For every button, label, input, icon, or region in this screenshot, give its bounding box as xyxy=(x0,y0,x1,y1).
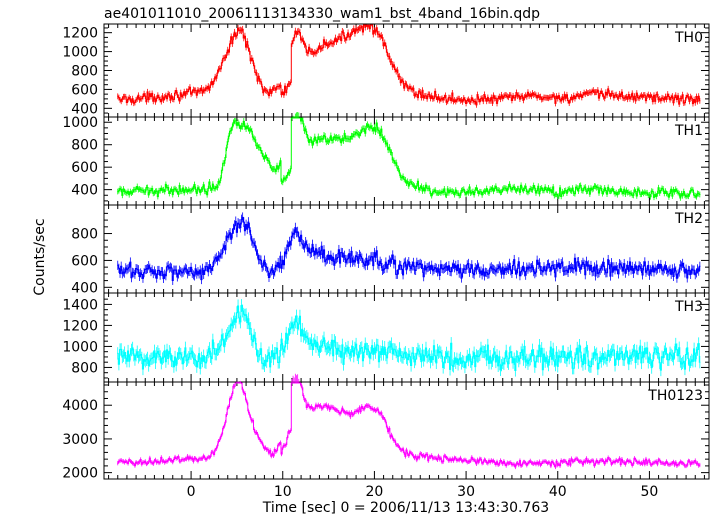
y-tick-label: 1000 xyxy=(62,45,98,61)
y-axis-label: Counts/sec xyxy=(32,218,48,295)
panel-th0: 400 600 800 1000 1200 TH0 xyxy=(62,23,710,118)
y-tick-label: 1400 xyxy=(62,297,98,313)
y-tick-label: 600 xyxy=(71,253,98,269)
y-tick-label: 600 xyxy=(71,160,98,176)
y-tick-label: 1200 xyxy=(62,318,98,334)
panel-frame xyxy=(103,23,710,118)
panel-th0123: 2000 3000 4000 TH0123 xyxy=(62,373,710,482)
x-axis-label: Time [sec] 0 = 2006/11/13 13:43:30.763 xyxy=(262,500,549,516)
y-tick-label: 3000 xyxy=(62,432,98,448)
y-tick-label: 4000 xyxy=(62,398,98,414)
panel-label: TH0123 xyxy=(647,388,703,404)
y-tick-label: 2000 xyxy=(62,466,98,482)
error-bars xyxy=(117,299,701,377)
x-tick-label: 10 xyxy=(274,484,292,500)
x-tick-label: 40 xyxy=(549,484,567,500)
y-tick-label: 600 xyxy=(71,82,98,98)
y-tick-label: 800 xyxy=(71,227,98,243)
y-tick-label: 1200 xyxy=(62,26,98,42)
y-tick-label: 1000 xyxy=(62,339,98,355)
series-line-th3 xyxy=(117,305,701,371)
chart-title: ae401011010_20061113134330_wam1_bst_4ban… xyxy=(104,6,540,22)
y-tick-label: 400 xyxy=(71,101,98,117)
y-tick-label: 400 xyxy=(71,280,98,296)
panel-th1: 400 600 800 1000 TH1 xyxy=(62,112,710,206)
y-tick-label: 800 xyxy=(71,360,98,376)
error-bars xyxy=(117,25,701,108)
y-tick-label: 1000 xyxy=(62,115,98,131)
y-tick-label: 800 xyxy=(71,64,98,80)
y-tick-label: 800 xyxy=(71,138,98,154)
series-line-th0 xyxy=(117,24,701,106)
error-bars xyxy=(117,212,701,285)
x-tick-label: 20 xyxy=(366,484,384,500)
panel-label: TH0 xyxy=(674,30,703,46)
panel-th3: 800 1000 1200 1400 TH3 xyxy=(62,292,710,383)
error-bars xyxy=(117,373,701,470)
panel-th2: 400 600 800 TH2 xyxy=(71,204,710,296)
x-tick-label: 30 xyxy=(457,484,475,500)
x-tick-label: 50 xyxy=(641,484,659,500)
y-tick-label: 400 xyxy=(71,183,98,199)
panel-frame xyxy=(103,381,710,480)
panel-label: TH3 xyxy=(674,299,703,315)
x-tick-label: 0 xyxy=(187,484,196,500)
panel-label: TH1 xyxy=(674,123,703,139)
series-line-th2 xyxy=(117,216,701,281)
panel-label: TH2 xyxy=(674,211,703,227)
series-line-th1 xyxy=(117,117,701,199)
series-line-th0123 xyxy=(117,382,701,468)
error-bars xyxy=(117,112,701,201)
panel-frame xyxy=(103,292,710,383)
